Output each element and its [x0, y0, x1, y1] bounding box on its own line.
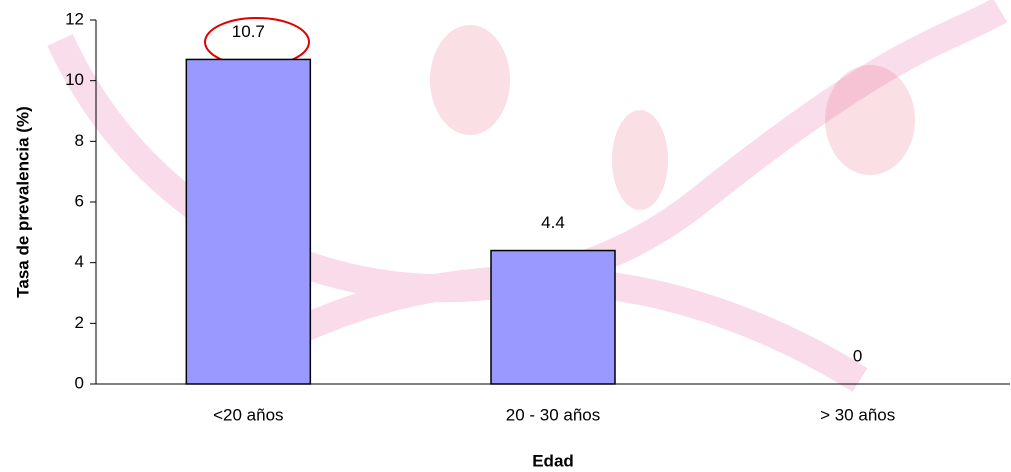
x-axis-title: Edad [532, 451, 574, 470]
bar [490, 249, 616, 385]
x-tick-label: 20 - 30 años [506, 405, 601, 424]
y-tick-label: 8 [75, 131, 84, 150]
bar [185, 58, 312, 385]
value-label: 10.7 [232, 22, 265, 41]
y-tick-label: 12 [65, 9, 84, 28]
y-tick-label: 0 [75, 373, 84, 392]
decor-cell [825, 65, 915, 175]
background-decoration [430, 25, 915, 210]
decor-cell [430, 25, 510, 135]
y-tick-label: 6 [75, 191, 84, 210]
value-label: 4.4 [541, 213, 565, 232]
y-tick-label: 2 [75, 313, 84, 332]
decor-cell [612, 110, 668, 210]
y-axis-title: Tasa de prevalencia (%) [13, 106, 32, 298]
x-tick-label: <20 años [213, 405, 283, 424]
y-tick-label: 4 [75, 252, 84, 271]
x-tick-label: > 30 años [820, 405, 895, 424]
y-tick-label: 10 [65, 70, 84, 89]
value-label: 0 [853, 346, 862, 365]
